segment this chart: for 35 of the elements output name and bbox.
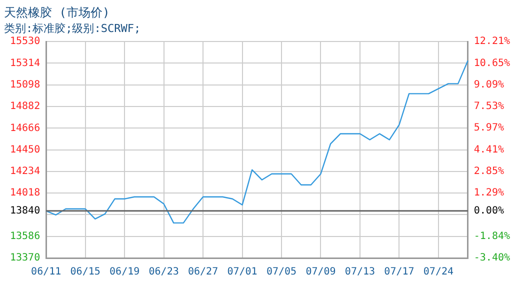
y2-tick-label: 7.53% <box>474 101 504 112</box>
y2-tick-label: -1.84% <box>474 230 510 242</box>
y2-tick-label: 12.21% <box>474 36 510 48</box>
x-tick-label: 06/27 <box>188 266 218 278</box>
y2-tick-label: 9.09% <box>474 79 504 90</box>
chart-title: 天然橡胶 (市场价) <box>4 5 110 20</box>
y-tick-label: 15314 <box>10 58 40 69</box>
y-tick-label: 15530 <box>10 36 40 48</box>
x-tick-label: 07/09 <box>306 266 336 278</box>
y-tick-label: 14018 <box>10 188 40 199</box>
y2-tick-label: 1.29% <box>474 188 504 199</box>
y-tick-label: 13840 <box>10 206 40 217</box>
x-tick-label: 06/15 <box>70 266 100 278</box>
x-tick-label: 07/24 <box>423 266 454 278</box>
x-tick-label: 06/23 <box>148 266 179 278</box>
y-tick-label: 14666 <box>10 122 40 134</box>
y-tick-label: 13370 <box>10 252 40 264</box>
x-tick-label: 07/01 <box>227 266 258 278</box>
y2-tick-label: -3.40% <box>474 252 510 264</box>
y2-tick-label: 4.41% <box>474 144 504 156</box>
x-tick-label: 07/17 <box>384 266 414 278</box>
x-tick-label: 06/19 <box>110 266 140 278</box>
x-tick-label: 07/13 <box>344 266 376 278</box>
x-tick-label: 06/11 <box>31 266 62 278</box>
y-tick-label: 14450 <box>10 144 40 156</box>
y-tick-label: 13586 <box>10 230 40 242</box>
y2-tick-label: 5.97% <box>474 122 504 134</box>
y2-tick-label: 10.65% <box>474 58 510 69</box>
chart-subtitle: 类别:标准胶;级别:SCRWF; <box>4 22 141 35</box>
x-tick-label: 07/05 <box>266 266 297 278</box>
y2-tick-label: 0.00% <box>474 205 504 216</box>
y2-tick-label: 2.85% <box>474 166 504 177</box>
y-tick-label: 15098 <box>10 79 40 90</box>
y-tick-label: 14882 <box>10 101 40 112</box>
y-tick-label: 14234 <box>10 166 40 178</box>
